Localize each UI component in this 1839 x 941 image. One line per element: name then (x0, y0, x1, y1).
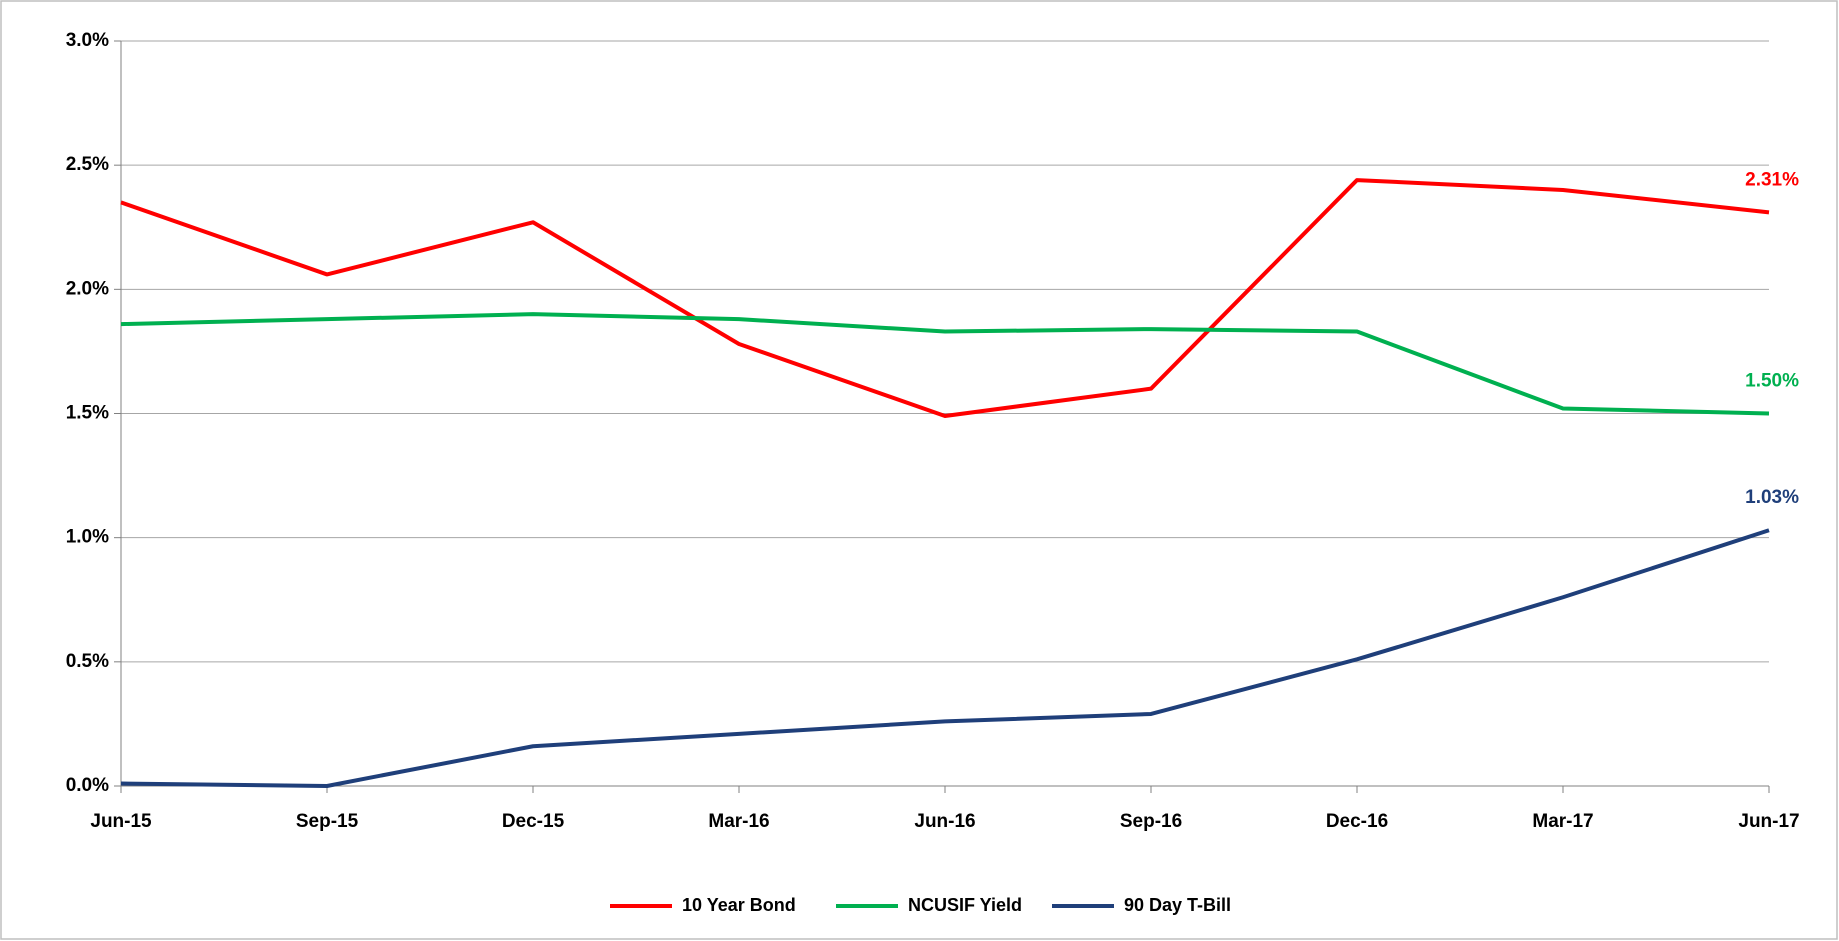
data-label: 1.03% (1745, 487, 1799, 508)
y-tick-label: 3.0% (66, 30, 109, 51)
y-tick-label: 2.5% (66, 154, 109, 175)
x-tick-label: Sep-16 (1120, 811, 1182, 832)
y-tick-label: 1.5% (66, 403, 109, 424)
x-tick-label: Dec-15 (502, 811, 565, 832)
y-tick-label: 2.0% (66, 278, 109, 299)
x-tick-label: Dec-16 (1326, 811, 1388, 832)
series-line (120, 178, 1770, 418)
series-line (120, 312, 1770, 416)
y-tick-label: 0.5% (66, 651, 109, 672)
legend-label: 90 Day T-Bill (1124, 895, 1231, 915)
x-tick-label: Jun-16 (914, 811, 975, 832)
data-label: 2.31% (1745, 169, 1799, 190)
legend-label: NCUSIF Yield (908, 895, 1022, 915)
x-tick-label: Jun-15 (90, 811, 152, 832)
data-label: 1.50% (1745, 371, 1799, 392)
legend-label: 10 Year Bond (682, 895, 796, 915)
x-tick-label: Mar-16 (708, 811, 769, 832)
x-tick-label: Sep-15 (296, 811, 359, 832)
y-tick-label: 0.0% (66, 775, 109, 796)
x-tick-label: Jun-17 (1738, 811, 1799, 832)
y-tick-label: 1.0% (66, 527, 109, 548)
x-tick-label: Mar-17 (1532, 811, 1593, 832)
series-line (120, 528, 1770, 788)
